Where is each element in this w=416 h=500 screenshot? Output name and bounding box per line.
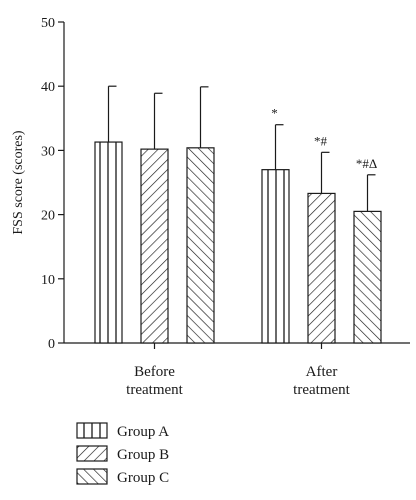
- y-axis-title: FSS score (scores): [11, 130, 26, 235]
- significance-marker: *#Δ: [356, 156, 377, 171]
- significance-marker: *#: [314, 133, 328, 148]
- y-tick-label: 20: [41, 209, 55, 224]
- legend-label: Group C: [117, 470, 169, 486]
- labels: Before treatment After treatment * *# *#Δ: [126, 106, 377, 398]
- bar: [94, 141, 123, 344]
- bar: [140, 148, 169, 344]
- legend-swatch: [76, 445, 108, 462]
- bar: [261, 169, 290, 344]
- significance-marker: *: [271, 106, 278, 121]
- bar: [186, 147, 215, 344]
- legend-label: Group B: [117, 447, 169, 463]
- bars: [94, 85, 382, 344]
- y-tick-label: 50: [41, 16, 55, 31]
- y-tick-label: 0: [48, 337, 55, 352]
- bar: [353, 210, 382, 344]
- category-label: treatment: [126, 382, 183, 398]
- bar: [307, 192, 336, 344]
- category-label: After: [306, 364, 338, 380]
- y-tick-label: 30: [41, 144, 55, 159]
- legend-swatch: [76, 422, 108, 439]
- legend: Group A Group B Group C: [76, 422, 169, 486]
- legend-swatch: [76, 468, 108, 485]
- category-label: treatment: [293, 382, 350, 398]
- category-label: Before: [134, 364, 175, 380]
- legend-label: Group A: [117, 424, 169, 440]
- y-tick-label: 40: [41, 80, 55, 95]
- y-tick-label: 10: [41, 273, 55, 288]
